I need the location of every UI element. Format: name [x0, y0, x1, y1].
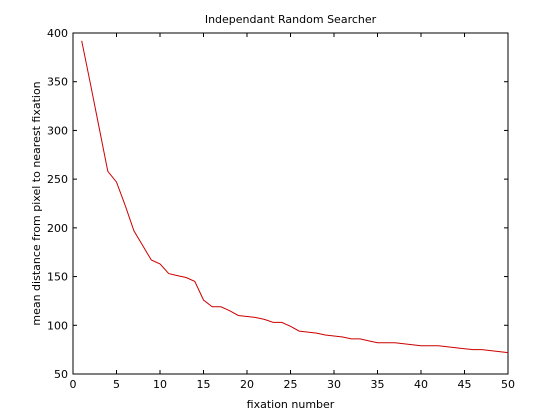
y-tick-label: 200 [47, 222, 68, 235]
y-tick-label: 250 [47, 173, 68, 186]
x-tick-label: 0 [70, 378, 77, 391]
x-tick-label: 20 [240, 378, 254, 391]
x-tick-label: 35 [371, 378, 385, 391]
x-tick-label: 25 [284, 378, 298, 391]
chart-title: Independant Random Searcher [205, 13, 377, 26]
plot-area [72, 32, 509, 375]
x-tick-label: 40 [414, 378, 428, 391]
x-tick-label: 5 [113, 378, 120, 391]
y-tick-label: 150 [47, 271, 68, 284]
plot-frame [72, 32, 509, 375]
x-tick-label: 10 [153, 378, 167, 391]
series-line [81, 40, 509, 354]
series-layer [81, 40, 509, 354]
x-tick-label: 45 [458, 378, 472, 391]
y-axis-title: mean distance from pixel to nearest fixa… [30, 81, 43, 325]
x-tick-label: 50 [501, 378, 515, 391]
y-axis: 50 100 150 200 250 300 350 400 [47, 27, 508, 381]
y-tick-label: 100 [47, 319, 68, 332]
x-axis: 0 5 10 15 20 25 30 35 40 45 50 [70, 33, 515, 391]
y-tick-label: 400 [47, 27, 68, 40]
x-tick-label: 15 [197, 378, 211, 391]
x-tick-label: 30 [327, 378, 341, 391]
x-axis-title: fixation number [247, 398, 335, 411]
y-tick-label: 350 [47, 76, 68, 89]
y-tick-label: 50 [54, 368, 68, 381]
y-tick-label: 300 [47, 124, 68, 137]
